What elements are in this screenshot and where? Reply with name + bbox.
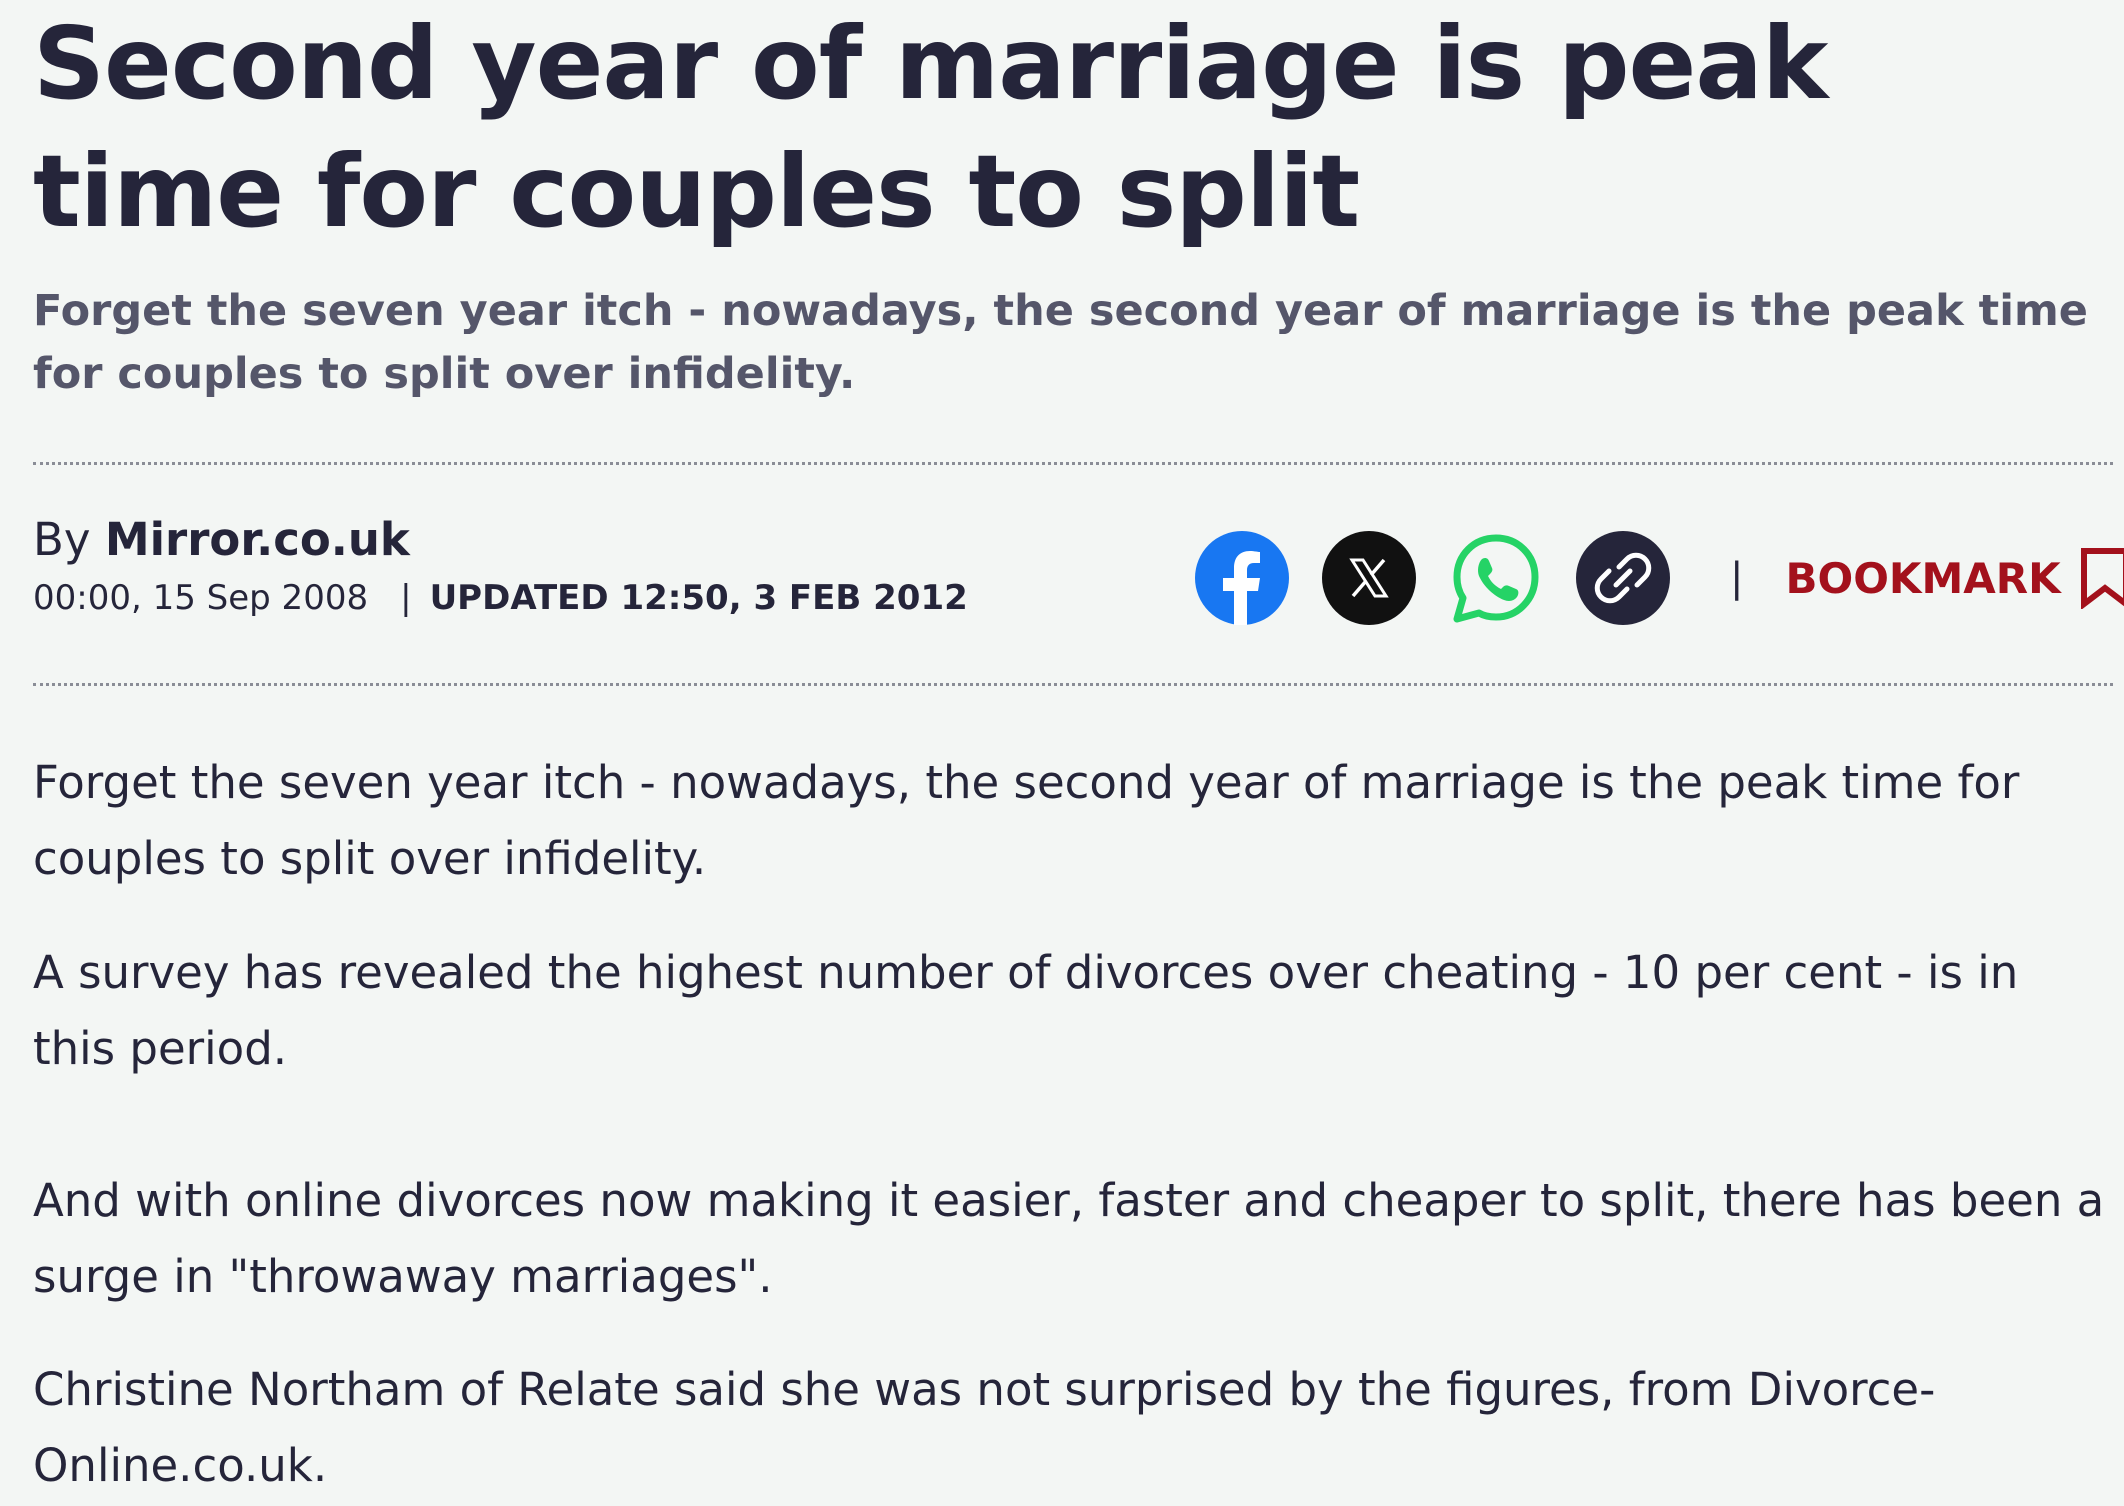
divider-bottom xyxy=(33,683,2113,686)
byline-prefix: By xyxy=(33,513,91,566)
whatsapp-icon xyxy=(1453,534,1539,623)
bookmark-icon xyxy=(2079,547,2124,609)
standfirst: Forget the seven year itch - nowadays, t… xyxy=(33,286,2088,399)
article-dates: 00:00, 15 Sep 2008 | UPDATED 12:50, 3 FEB … xyxy=(33,575,968,621)
date-separator: | xyxy=(400,578,412,618)
share-whatsapp-button[interactable] xyxy=(1449,531,1543,625)
x-icon xyxy=(1349,558,1389,598)
share-facebook-button[interactable] xyxy=(1195,531,1289,625)
copy-link-button[interactable] xyxy=(1576,531,1670,625)
updated-date: UPDATED 12:50, 3 FEB 2012 xyxy=(429,578,968,618)
body-paragraph: Christine Northam of Relate said she was… xyxy=(33,1363,1936,1492)
bookmark-label: BOOKMARK xyxy=(1785,553,2061,603)
author-link[interactable]: Mirror.co.uk xyxy=(104,513,410,566)
share-bar xyxy=(1195,530,1703,626)
divider-top xyxy=(33,462,2113,465)
published-date: 00:00, 15 Sep 2008 xyxy=(33,578,369,618)
body-paragraph: A survey has revealed the highest number… xyxy=(33,946,2019,1075)
bookmark-separator: | xyxy=(1730,555,1744,601)
facebook-icon xyxy=(1223,551,1260,625)
headline: Second year of marriage is peak time for… xyxy=(33,5,1828,250)
link-icon xyxy=(1594,552,1652,604)
share-x-button[interactable] xyxy=(1322,531,1416,625)
bookmark-button[interactable]: | BOOKMARK xyxy=(1730,547,2124,609)
body-paragraph: Forget the seven year itch - nowadays, t… xyxy=(33,756,2020,885)
body-paragraph: And with online divorces now making it e… xyxy=(33,1174,2105,1303)
byline: By Mirror.co.uk xyxy=(33,512,410,568)
